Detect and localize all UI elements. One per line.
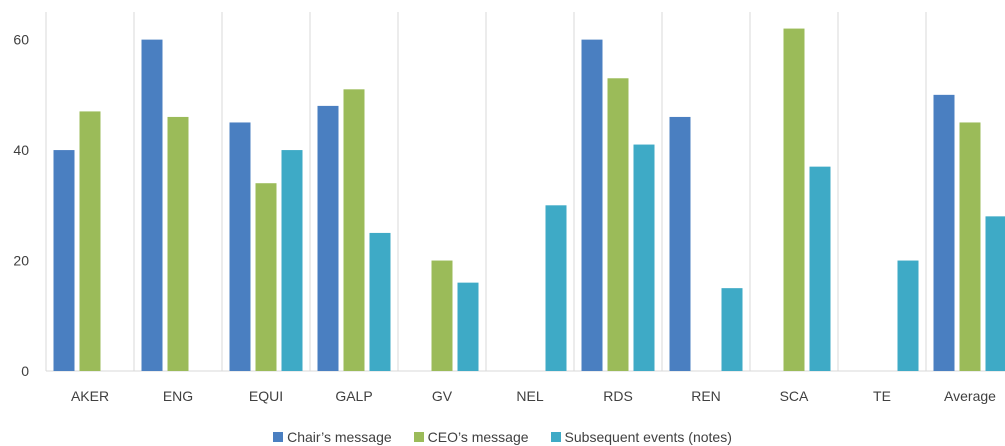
bar — [343, 89, 365, 372]
x-tick-label: AKER — [71, 388, 109, 404]
bar — [607, 78, 629, 372]
bar — [633, 144, 655, 371]
x-tick-label: SCA — [780, 388, 809, 404]
legend-swatch — [273, 432, 284, 442]
bar — [959, 122, 981, 371]
bar — [581, 39, 603, 371]
bar — [53, 150, 75, 371]
bar — [167, 116, 189, 371]
y-tick-label: 0 — [21, 363, 29, 379]
y-axis-ticks: 0 20 40 60 — [13, 32, 29, 379]
bar — [545, 205, 567, 371]
bar — [255, 183, 277, 371]
x-tick-label: EQUI — [249, 388, 283, 404]
legend-item: Subsequent events (notes) — [550, 429, 732, 445]
bar — [933, 94, 955, 371]
bars — [53, 28, 1005, 372]
y-tick-label: 20 — [13, 253, 29, 269]
bar — [985, 216, 1005, 371]
legend-swatch — [413, 432, 424, 442]
x-axis-ticks: AKER ENG EQUI GALP GV NEL RDS REN SCA TE Average — [71, 388, 996, 404]
bar — [897, 260, 919, 371]
legend-swatch — [550, 432, 561, 442]
bar — [457, 282, 479, 371]
bar — [79, 111, 101, 372]
x-tick-label: GV — [432, 388, 453, 404]
x-tick-label: GALP — [335, 388, 372, 404]
bar — [809, 166, 831, 371]
legend-item: CEO’s message — [413, 429, 529, 445]
bar — [141, 39, 163, 371]
bar — [317, 105, 339, 372]
bar — [431, 260, 453, 371]
y-tick-label: 40 — [13, 142, 29, 158]
category-gridlines — [45, 12, 927, 371]
x-tick-label: REN — [691, 388, 721, 404]
legend-label: Subsequent events (notes) — [564, 429, 732, 445]
bar — [669, 116, 691, 371]
bar — [281, 150, 303, 371]
x-tick-label: Average — [944, 388, 996, 404]
bar — [721, 288, 743, 371]
bar — [369, 232, 391, 371]
y-tick-label: 60 — [13, 32, 29, 48]
x-tick-label: NEL — [516, 388, 543, 404]
legend-label: CEO’s message — [427, 429, 529, 445]
legend-label: Chair’s message — [287, 429, 392, 445]
bar — [229, 122, 251, 371]
legend-item: Chair’s message — [273, 429, 392, 445]
x-tick-label: RDS — [603, 388, 633, 404]
x-tick-label: TE — [873, 388, 891, 404]
x-tick-label: ENG — [163, 388, 193, 404]
legend: Chair’s message CEO’s message Subsequent e… — [0, 428, 1005, 446]
bar — [783, 28, 805, 371]
